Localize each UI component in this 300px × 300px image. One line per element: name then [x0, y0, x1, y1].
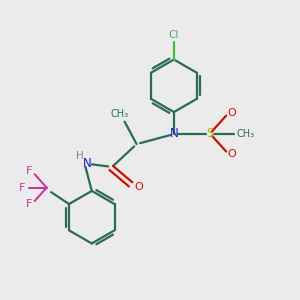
Text: H: H [76, 151, 84, 161]
Text: F: F [26, 166, 32, 176]
Text: Cl: Cl [169, 30, 179, 40]
Text: O: O [135, 182, 143, 192]
Text: CH₃: CH₃ [110, 109, 128, 119]
Text: N: N [169, 127, 178, 140]
Text: S: S [206, 127, 213, 140]
Text: F: F [26, 199, 32, 209]
Text: O: O [227, 149, 236, 159]
Text: N: N [83, 157, 92, 170]
Text: F: F [19, 183, 25, 193]
Text: CH₃: CH₃ [236, 129, 255, 139]
Text: O: O [227, 108, 236, 118]
